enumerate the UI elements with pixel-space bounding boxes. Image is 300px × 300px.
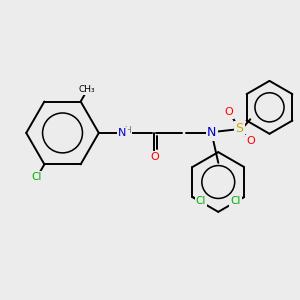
Text: N: N xyxy=(118,128,126,138)
Text: Cl: Cl xyxy=(230,196,241,206)
Text: N: N xyxy=(207,126,217,140)
Text: O: O xyxy=(225,107,233,117)
Text: CH₃: CH₃ xyxy=(78,85,95,94)
Text: H: H xyxy=(124,126,131,135)
Text: Cl: Cl xyxy=(32,172,42,182)
Text: O: O xyxy=(150,152,159,162)
Text: Cl: Cl xyxy=(196,196,206,206)
Text: O: O xyxy=(246,136,255,146)
Text: S: S xyxy=(236,122,244,135)
